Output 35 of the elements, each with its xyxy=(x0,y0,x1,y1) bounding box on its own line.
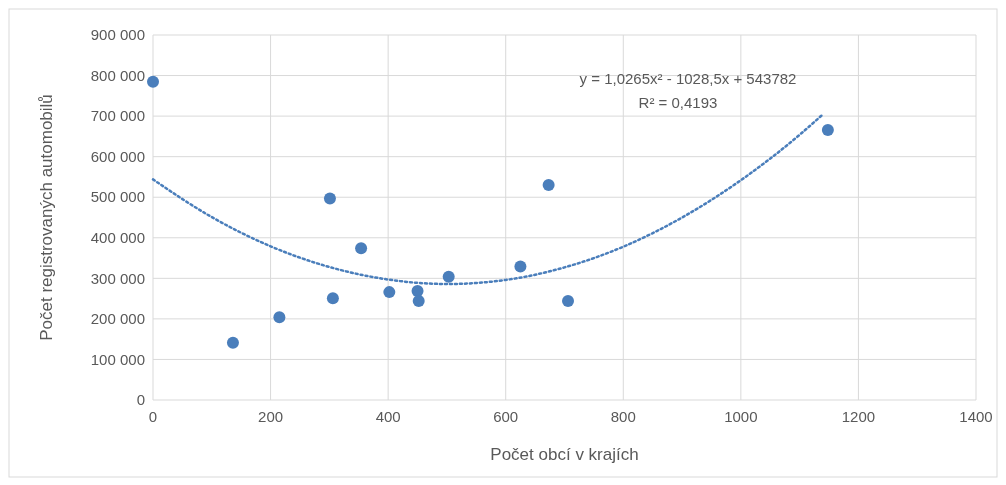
point xyxy=(383,286,396,299)
y-tick-label: 0 xyxy=(136,391,145,409)
y-tick-label: 200 000 xyxy=(90,310,145,328)
point xyxy=(821,123,834,136)
x-tick-label: 1200 xyxy=(841,408,876,425)
point xyxy=(514,260,527,273)
x-axis-title: Počet obcí v krajích xyxy=(490,445,639,464)
point xyxy=(147,75,159,88)
y-tick-label: 900 000 xyxy=(90,26,145,44)
x-tick-label: 1000 xyxy=(724,408,758,425)
x-tick-label: 600 xyxy=(493,408,519,425)
point xyxy=(323,192,336,205)
annotation: y = 1,0265x² - 1028,5x + 543782 xyxy=(579,70,797,87)
y-tick-label: 500 000 xyxy=(90,188,145,206)
x-tick-label: 0 xyxy=(148,408,158,425)
y-tick-label: 400 000 xyxy=(90,229,145,247)
x-tick-label: 800 xyxy=(610,408,636,425)
point xyxy=(226,336,239,349)
point xyxy=(355,242,368,255)
x-tick-label: 200 xyxy=(258,408,284,425)
x-tick-label: 1400 xyxy=(959,408,993,425)
point xyxy=(273,311,286,324)
point xyxy=(542,179,555,192)
point xyxy=(442,270,455,283)
y-tick-label: 700 000 xyxy=(90,107,145,125)
y-tick-label: 600 000 xyxy=(90,147,145,165)
y-axis-title: Počet registrovaných automobilů xyxy=(37,94,56,341)
y-tick-label: 800 000 xyxy=(90,66,145,84)
point xyxy=(412,295,425,308)
point xyxy=(562,295,575,308)
annotation: R² = 0,4193 xyxy=(638,94,718,111)
y-tick-label: 300 000 xyxy=(90,269,145,287)
y-tick-label: 100 000 xyxy=(90,350,145,368)
point xyxy=(326,292,339,305)
x-tick-label: 400 xyxy=(375,408,401,425)
